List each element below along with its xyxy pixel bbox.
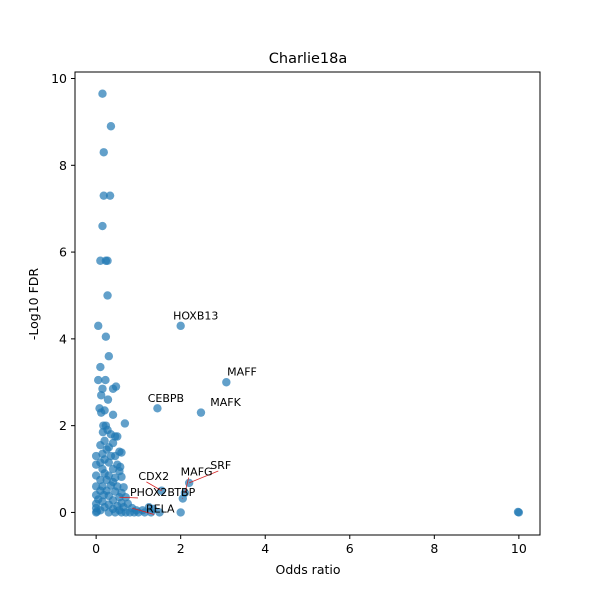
annotation-cebpb: CEBPB — [148, 392, 184, 405]
data-point-4 — [106, 191, 114, 199]
data-point-10 — [94, 322, 102, 330]
plot-frame — [75, 72, 540, 535]
data-point-17 — [222, 378, 230, 386]
data-point-14 — [96, 363, 104, 371]
x-axis-label: Odds ratio — [275, 562, 340, 577]
annotation-mafk: MAFK — [210, 396, 241, 409]
annotation-srf: SRF — [210, 459, 231, 472]
annotation-hoxb13: HOXB13 — [173, 309, 218, 322]
data-point-9 — [103, 291, 111, 299]
data-point-28 — [197, 408, 205, 416]
y-tick-label-4: 4 — [59, 331, 67, 346]
annotation-maff: MAFF — [227, 366, 257, 379]
data-point-29 — [121, 419, 129, 427]
x-tick-label-6: 6 — [346, 541, 354, 556]
x-tick-label-0: 0 — [92, 541, 100, 556]
data-point-20 — [112, 382, 120, 390]
data-point-27 — [109, 411, 117, 419]
data-point-11 — [176, 322, 184, 330]
data-point-25 — [153, 404, 161, 412]
data-point-103 — [93, 507, 101, 515]
data-point-116 — [514, 508, 522, 516]
annotation-cdx2: CDX2 — [138, 470, 169, 483]
data-point-13 — [105, 352, 113, 360]
data-point-1 — [107, 122, 115, 130]
y-tick-label-6: 6 — [59, 245, 67, 260]
data-point-12 — [102, 332, 110, 340]
data-point-16 — [101, 376, 109, 384]
y-tick-label-2: 2 — [59, 418, 67, 433]
chart-title: Charlie18a — [269, 51, 347, 67]
data-point-114 — [176, 508, 184, 516]
y-tick-label-0: 0 — [59, 505, 67, 520]
y-axis-ticks: 0 2 4 6 8 10 — [51, 71, 75, 520]
x-axis-ticks: 0 2 4 6 8 10 — [92, 535, 527, 556]
points-layer — [92, 89, 523, 516]
x-tick-label-10: 10 — [511, 541, 527, 556]
y-tick-label-10: 10 — [51, 71, 67, 86]
x-tick-label-2: 2 — [177, 541, 185, 556]
data-point-2 — [100, 148, 108, 156]
y-axis-label: -Log10 FDR — [26, 268, 41, 341]
data-point-15 — [94, 376, 102, 384]
annotation-tbp: TBP — [173, 486, 195, 499]
annotation-rela: RELA — [146, 502, 175, 515]
data-point-26 — [97, 408, 105, 416]
data-point-33 — [99, 428, 107, 436]
annotation-phox2b: PHOX2B — [130, 486, 175, 499]
data-point-22 — [104, 395, 112, 403]
y-tick-label-8: 8 — [59, 158, 67, 173]
x-tick-label-8: 8 — [430, 541, 438, 556]
data-point-5 — [98, 222, 106, 230]
annotation-mafg: MAFG — [181, 466, 213, 479]
data-point-0 — [98, 89, 106, 97]
x-tick-label-4: 4 — [261, 541, 269, 556]
data-point-8 — [103, 257, 111, 265]
data-point-61 — [117, 473, 125, 481]
